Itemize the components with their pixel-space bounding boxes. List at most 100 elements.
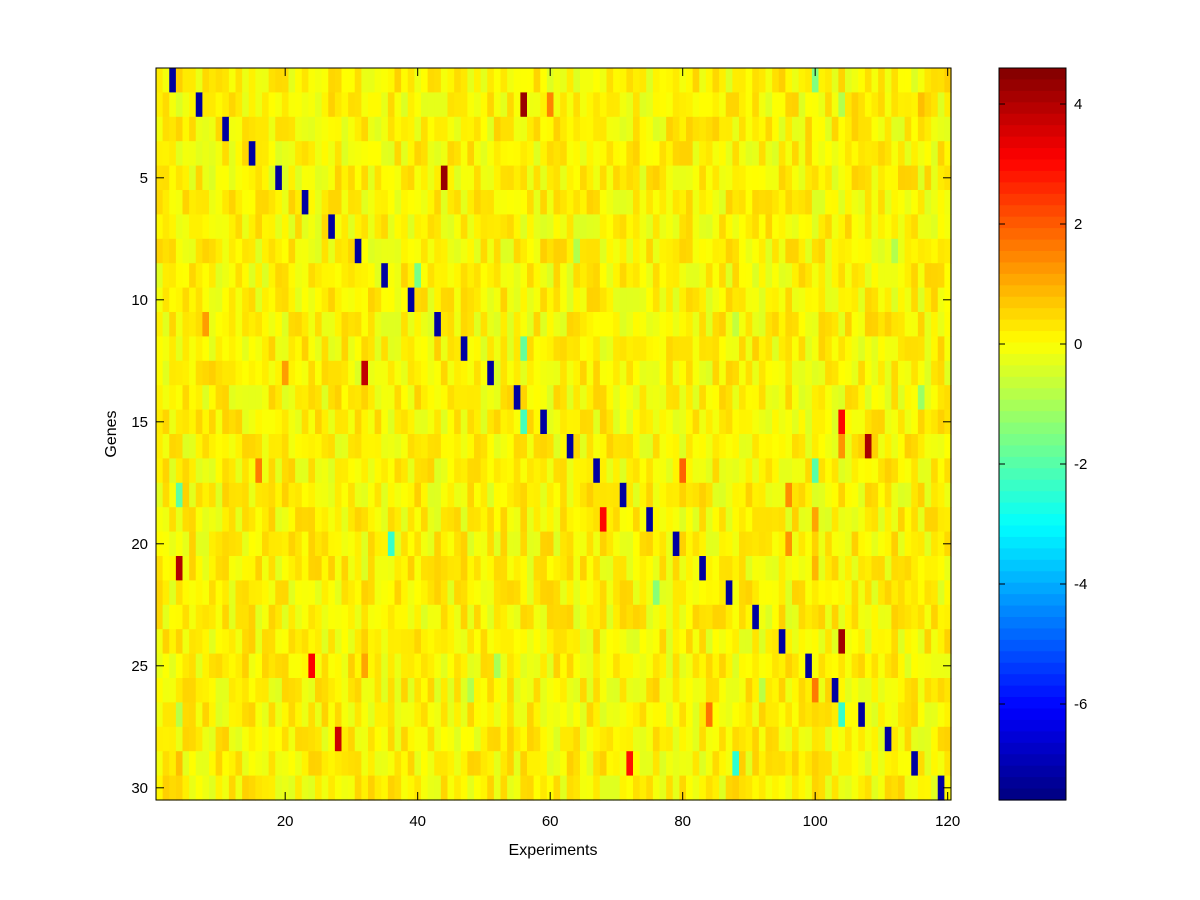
heatmap-cell bbox=[898, 68, 906, 93]
heatmap-cell bbox=[222, 190, 230, 215]
heatmap-cell bbox=[281, 287, 290, 313]
heatmap-cell bbox=[507, 726, 515, 752]
heatmap-cell bbox=[540, 165, 548, 191]
heatmap-cell bbox=[732, 726, 740, 752]
heatmap-cell bbox=[175, 360, 184, 386]
heatmap-cell bbox=[891, 336, 899, 362]
heatmap-cell bbox=[712, 190, 720, 215]
heatmap-cell bbox=[328, 678, 336, 703]
heatmap-cell bbox=[891, 116, 899, 142]
heatmap-cell bbox=[195, 409, 203, 435]
heatmap-cell bbox=[348, 287, 356, 313]
heatmap-cell bbox=[368, 116, 376, 142]
heatmap-cells bbox=[156, 68, 952, 801]
heatmap-cell bbox=[725, 580, 733, 606]
colorbar-band bbox=[999, 719, 1066, 732]
heatmap-cell bbox=[659, 263, 667, 289]
heatmap-cell bbox=[182, 482, 190, 508]
heatmap-cell bbox=[679, 360, 687, 386]
heatmap-cell bbox=[851, 263, 859, 289]
heatmap-cell bbox=[659, 604, 667, 630]
heatmap-cell bbox=[467, 190, 475, 215]
heatmap-cell bbox=[348, 629, 356, 655]
heatmap-cell bbox=[871, 653, 879, 679]
heatmap-cell bbox=[871, 336, 879, 362]
heatmap-cell bbox=[520, 434, 528, 459]
heatmap-cell bbox=[175, 68, 184, 93]
heatmap-cell bbox=[546, 68, 555, 93]
heatmap-cell bbox=[911, 165, 919, 191]
heatmap-cell bbox=[361, 629, 369, 655]
heatmap-cell bbox=[315, 556, 323, 581]
heatmap-cell bbox=[460, 312, 468, 337]
heatmap-cell bbox=[500, 214, 508, 240]
heatmap-cell bbox=[619, 190, 627, 215]
heatmap-cell bbox=[533, 751, 541, 777]
heatmap-cell bbox=[619, 336, 627, 362]
heatmap-cell bbox=[613, 702, 621, 728]
heatmap-cell bbox=[864, 678, 873, 703]
heatmap-cell bbox=[348, 702, 356, 728]
heatmap-cell bbox=[368, 604, 376, 630]
heatmap-cell bbox=[851, 775, 859, 801]
heatmap-cell bbox=[811, 92, 820, 118]
heatmap-cell bbox=[156, 68, 164, 93]
heatmap-cell bbox=[275, 775, 283, 801]
heatmap-cell bbox=[911, 458, 919, 484]
heatmap-cell bbox=[692, 287, 700, 313]
heatmap-cell bbox=[884, 507, 892, 533]
heatmap-cell bbox=[222, 141, 230, 167]
heatmap-cell bbox=[361, 68, 369, 93]
heatmap-cell bbox=[851, 312, 859, 337]
heatmap-cell bbox=[891, 68, 899, 93]
heatmap-cell bbox=[202, 604, 210, 630]
heatmap-cell bbox=[831, 312, 839, 337]
heatmap-cell bbox=[659, 287, 667, 313]
heatmap-cell bbox=[421, 409, 429, 435]
heatmap-cell bbox=[772, 434, 780, 459]
heatmap-cell bbox=[732, 263, 740, 289]
heatmap-cell bbox=[898, 92, 906, 118]
heatmap-cell bbox=[778, 580, 786, 606]
heatmap-cell bbox=[381, 116, 389, 142]
heatmap-cell bbox=[215, 141, 223, 167]
heatmap-cell bbox=[421, 653, 429, 679]
heatmap-cell bbox=[407, 653, 415, 679]
heatmap-cell bbox=[493, 165, 502, 191]
heatmap-cell bbox=[348, 92, 356, 118]
heatmap-cell bbox=[573, 214, 581, 240]
heatmap-cell bbox=[911, 653, 919, 679]
heatmap-cell bbox=[553, 751, 561, 777]
heatmap-cell bbox=[858, 92, 866, 118]
heatmap-cell bbox=[864, 580, 873, 606]
heatmap-cell bbox=[328, 360, 336, 386]
heatmap-cell bbox=[467, 434, 475, 459]
heatmap-cell bbox=[493, 775, 502, 801]
heatmap-cell bbox=[189, 116, 197, 142]
heatmap-cell bbox=[719, 116, 727, 142]
heatmap-cell bbox=[334, 141, 343, 167]
heatmap-cell bbox=[652, 702, 661, 728]
heatmap-cell bbox=[209, 751, 217, 777]
heatmap-cell bbox=[560, 775, 568, 801]
heatmap-cell bbox=[175, 678, 184, 703]
heatmap-cell bbox=[904, 507, 912, 533]
heatmap-cell bbox=[248, 678, 256, 703]
heatmap-cell bbox=[513, 263, 521, 289]
heatmap-cell bbox=[546, 336, 555, 362]
heatmap-cell bbox=[341, 409, 349, 435]
heatmap-cell bbox=[222, 214, 230, 240]
heatmap-cell bbox=[202, 653, 210, 679]
heatmap-cell bbox=[633, 775, 641, 801]
heatmap-cell bbox=[222, 336, 230, 362]
heatmap-cell bbox=[321, 92, 329, 118]
heatmap-cell bbox=[374, 629, 382, 655]
heatmap-cell bbox=[295, 458, 303, 484]
heatmap-cell bbox=[334, 556, 343, 581]
heatmap-cell bbox=[354, 238, 362, 264]
heatmap-cell bbox=[732, 629, 740, 655]
heatmap-cell bbox=[831, 263, 839, 289]
heatmap-cell bbox=[705, 263, 714, 289]
heatmap-cell bbox=[871, 385, 879, 411]
heatmap-cell bbox=[646, 556, 654, 581]
